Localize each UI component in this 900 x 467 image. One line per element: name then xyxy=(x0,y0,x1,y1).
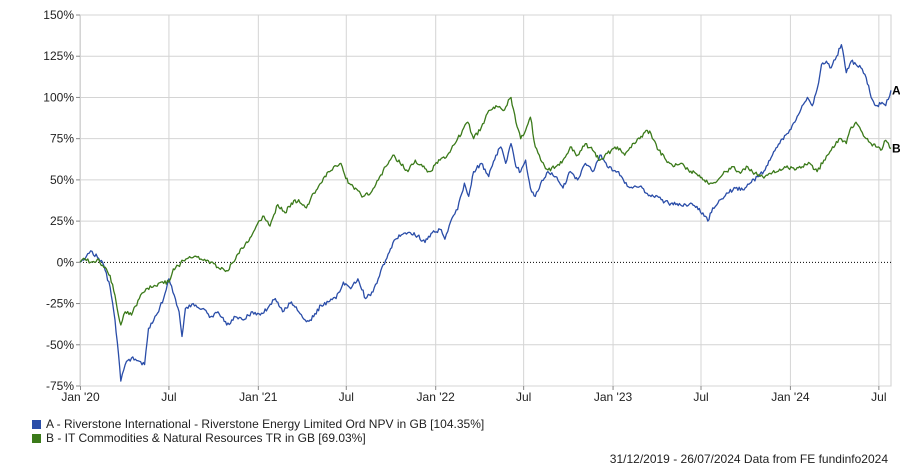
chart-axes: 150%125%100%75%50%25%0%-25%-50%-75%Jan '… xyxy=(43,8,886,404)
x-tick-label: Jul xyxy=(161,390,176,404)
y-tick-label: 25% xyxy=(50,214,74,228)
legend-label-b: B - IT Commodities & Natural Resources T… xyxy=(46,431,366,445)
y-tick-label: -75% xyxy=(46,379,74,393)
series-line-a xyxy=(79,44,892,382)
chart-footer: 31/12/2019 - 26/07/2024 Data from FE fun… xyxy=(609,452,888,466)
x-tick-label: Jan '23 xyxy=(594,390,633,404)
chart-legend: A - Riverstone International - Riverston… xyxy=(32,417,484,445)
y-tick-label: 100% xyxy=(43,90,74,104)
series-end-label-b: B xyxy=(892,142,900,156)
y-tick-label: 0% xyxy=(57,255,75,269)
y-tick-label: 150% xyxy=(43,8,74,22)
x-tick-label: Jan '24 xyxy=(771,390,810,404)
x-tick-label: Jul xyxy=(516,390,531,404)
chart-grid xyxy=(79,14,892,387)
chart-series xyxy=(79,44,892,382)
plot-frame xyxy=(79,14,892,387)
legend-label-a: A - Riverstone International - Riverston… xyxy=(46,417,485,431)
y-tick-label: 125% xyxy=(43,49,74,63)
x-tick-label: Jul xyxy=(871,390,886,404)
y-tick-label: -25% xyxy=(46,297,74,311)
x-tick-label: Jan '22 xyxy=(417,390,456,404)
series-line-b xyxy=(79,96,892,326)
y-tick-label: -50% xyxy=(46,338,74,352)
legend-item-b: B - IT Commodities & Natural Resources T… xyxy=(32,431,484,445)
legend-swatch-a xyxy=(32,419,41,429)
series-end-label-a: A xyxy=(892,83,900,97)
x-tick-label: Jul xyxy=(693,390,708,404)
x-tick-label: Jan '21 xyxy=(239,390,278,404)
y-tick-label: 50% xyxy=(50,173,74,187)
legend-swatch-b xyxy=(32,433,41,443)
x-tick-label: Jul xyxy=(339,390,354,404)
chart-end-labels: AB xyxy=(892,83,900,155)
legend-item-a: A - Riverstone International - Riverston… xyxy=(32,417,484,431)
y-tick-label: 75% xyxy=(50,132,74,146)
x-tick-label: Jan '20 xyxy=(61,390,100,404)
